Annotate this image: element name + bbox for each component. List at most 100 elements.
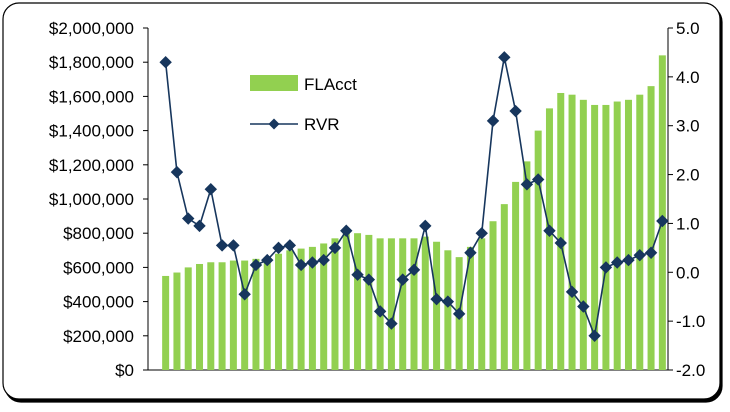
point-rvr [227, 239, 240, 252]
bar-flacct [500, 204, 508, 370]
point-rvr [215, 239, 229, 252]
right-axis-tick-label: 0.0 [676, 263, 700, 282]
point-rvr [272, 241, 285, 255]
right-axis-tick-label: -2.0 [676, 361, 705, 380]
legend-label-rvr: RVR [304, 115, 340, 134]
point-rvr [475, 226, 488, 240]
left-axis-tick-label: $400,000 [63, 293, 134, 312]
point-rvr [452, 307, 466, 321]
legend-marker-rvr [268, 118, 280, 130]
point-rvr [373, 305, 387, 318]
right-axis-tick-label: 1.0 [676, 214, 700, 233]
bar-flacct [263, 257, 271, 370]
bar-flacct [466, 246, 474, 370]
bar-flacct [545, 108, 553, 371]
bar-flacct [410, 238, 418, 370]
bar-flacct [320, 243, 328, 370]
point-rvr [543, 224, 556, 237]
bar-flacct [399, 238, 407, 370]
point-rvr [464, 246, 477, 259]
right-axis-tick-label: 4.0 [676, 68, 700, 87]
right-axis-tick-label: 3.0 [676, 117, 700, 136]
point-rvr [170, 165, 184, 179]
point-rvr [159, 55, 172, 69]
bar-flacct [229, 260, 237, 370]
point-rvr [577, 300, 590, 313]
legend: FLAcct RVR [250, 75, 357, 134]
legend-swatch-flacct [250, 75, 298, 91]
point-rvr [249, 258, 263, 272]
point-rvr [261, 253, 274, 267]
point-rvr [565, 285, 579, 299]
bar-flacct [421, 236, 429, 370]
point-rvr [498, 51, 511, 64]
point-rvr [407, 263, 421, 277]
point-rvr [588, 329, 601, 343]
left-axis-tick-label: $1,200,000 [49, 156, 134, 175]
line-series-rvr [159, 51, 669, 343]
left-axis-tick-label: $600,000 [63, 258, 134, 277]
bar-flacct [162, 275, 170, 370]
point-rvr [238, 288, 251, 301]
bar-flacct [591, 104, 599, 370]
right-axis-tick-label: 5.0 [676, 19, 700, 38]
bar-flacct [218, 262, 226, 370]
point-rvr [317, 253, 330, 267]
bar-flacct [286, 250, 294, 370]
point-rvr [362, 273, 376, 286]
bar-flacct [275, 253, 283, 370]
point-rvr [486, 114, 500, 128]
bar-flacct [523, 161, 531, 370]
point-rvr [531, 173, 545, 186]
bar-flacct [241, 260, 249, 370]
bar-flacct [387, 238, 395, 370]
right-axis: -2.0 -1.0 0.0 1.0 2.0 3.0 4.0 5.0 [668, 19, 705, 380]
bar-flacct [342, 233, 350, 370]
left-axis-tick-label: $200,000 [63, 327, 134, 346]
point-rvr [633, 248, 646, 262]
bar-flacct [365, 234, 373, 370]
point-rvr [385, 317, 398, 330]
left-axis-tick-label: $1,800,000 [49, 53, 134, 72]
bar-flacct [636, 94, 644, 370]
left-axis-tick-label: $0 [115, 361, 134, 380]
bar-flacct [568, 94, 576, 370]
bar-flacct [658, 55, 666, 371]
bar-flacct [489, 221, 497, 370]
point-rvr [610, 256, 624, 269]
point-rvr [306, 256, 319, 269]
bar-flacct [624, 99, 632, 370]
bar-flacct [331, 238, 339, 370]
bar-flacct [512, 181, 520, 370]
left-axis-tick-label: $1,000,000 [49, 190, 134, 209]
bar-flacct [297, 248, 305, 370]
point-rvr [430, 292, 443, 306]
point-rvr [182, 212, 195, 225]
point-rvr [396, 273, 409, 286]
bar-flacct [173, 272, 181, 370]
bar-flacct [184, 267, 192, 370]
bar-flacct [647, 86, 655, 370]
right-axis-tick-label: 2.0 [676, 166, 700, 185]
bar-flacct [354, 233, 362, 370]
bar-flacct [207, 262, 215, 370]
bar-flacct [478, 238, 486, 370]
left-axis-tick-label: $1,400,000 [49, 122, 134, 141]
point-rvr [554, 236, 567, 250]
bar-flacct [613, 101, 621, 370]
left-axis: $0 $200,000 $400,000 $600,000 $800,000 $1,000… [49, 19, 148, 380]
point-rvr [193, 219, 206, 233]
bar-flacct [444, 250, 452, 370]
bar-flacct [308, 246, 316, 370]
point-rvr [204, 183, 218, 196]
point-rvr [509, 104, 522, 118]
point-rvr [283, 239, 297, 252]
point-rvr [328, 241, 342, 255]
bar-flacct [376, 238, 384, 370]
point-rvr [622, 253, 635, 267]
right-axis-tick-label: -1.0 [676, 312, 705, 331]
point-rvr [520, 178, 534, 191]
left-axis-tick-label: $800,000 [63, 224, 134, 243]
point-rvr [340, 224, 353, 237]
bar-series-flacct [162, 55, 666, 371]
